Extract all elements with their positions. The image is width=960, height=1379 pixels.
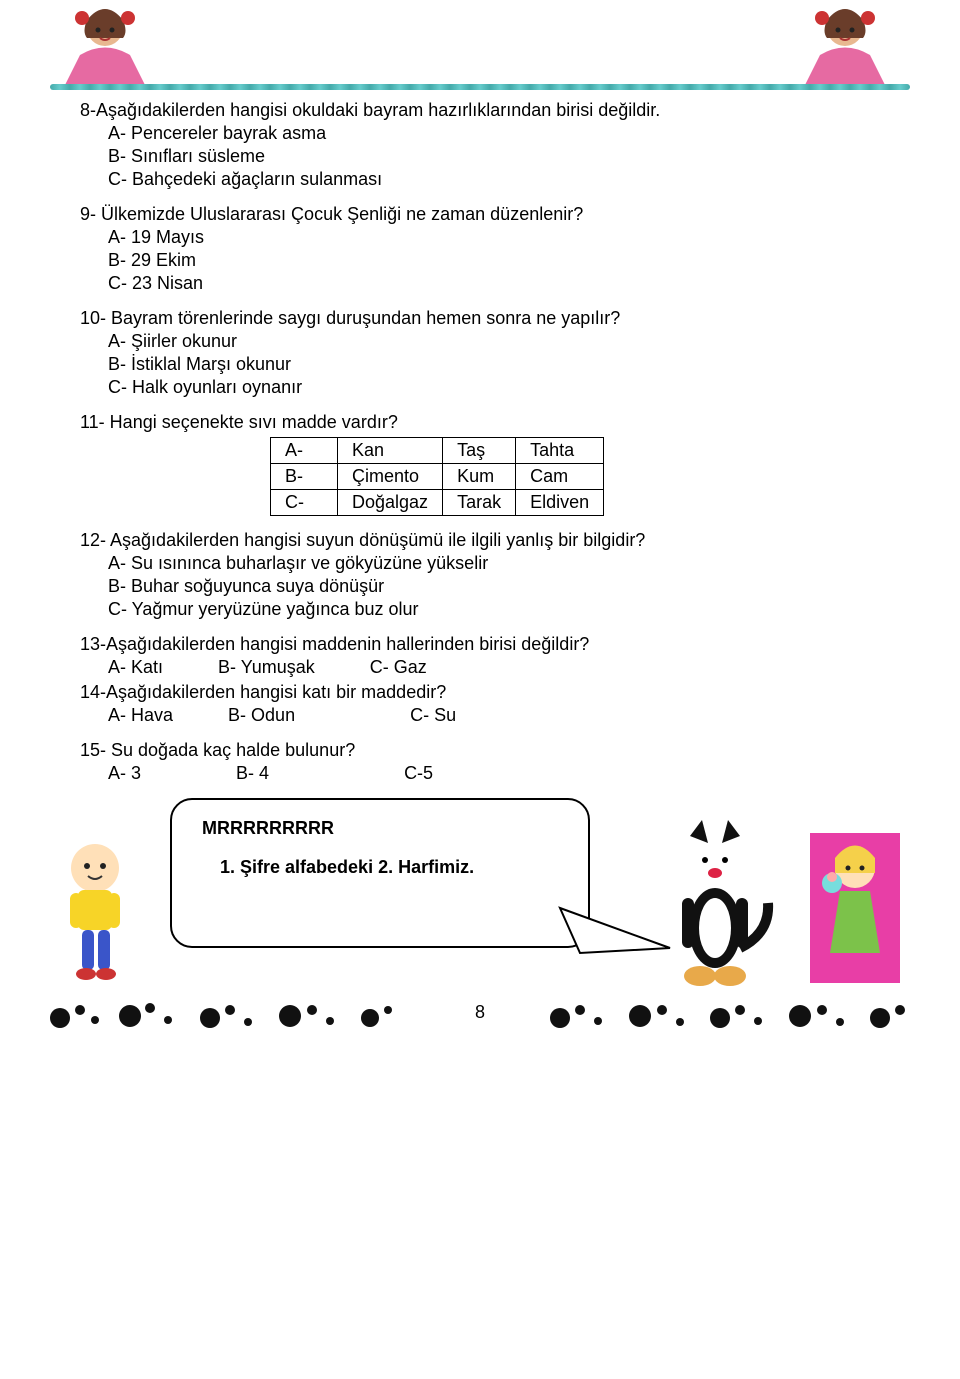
question-12: 12- Aşağıdakilerden hangisi suyun dönüşü… (80, 530, 890, 620)
question-10-option-a: A- Şiirler okunur (108, 331, 890, 352)
cell: B- (271, 464, 338, 490)
question-13-option-b: B- Yumuşak (218, 657, 315, 677)
question-11-text: 11- Hangi seçenekte sıvı madde vardır? (80, 412, 890, 433)
bubble-sound-text: MRRRRRRRRR (202, 818, 570, 839)
bubble-cipher-text: 1. Şifre alfabedeki 2. Harfimiz. (220, 857, 570, 878)
question-8-option-b: B- Sınıfları süsleme (108, 146, 890, 167)
cell: Çimento (338, 464, 443, 490)
header-wave-divider (50, 84, 910, 90)
question-13: 13-Aşağıdakilerden hangisi maddenin hall… (80, 634, 890, 678)
question-15-text: 15- Su doğada kaç halde bulunur? (80, 740, 890, 761)
question-11: 11- Hangi seçenekte sıvı madde vardır? A… (80, 412, 890, 516)
question-15: 15- Su doğada kaç halde bulunur? A- 3 B-… (80, 740, 890, 784)
cell: Kum (443, 464, 516, 490)
question-11-table: A- Kan Taş Tahta B- Çimento Kum Cam C- D… (270, 437, 604, 516)
cell: Kan (338, 438, 443, 464)
question-14-options: A- Hava B- Odun C- Su (108, 705, 890, 726)
speech-bubble-area: MRRRRRRRRR 1. Şifre alfabedeki 2. Harfim… (0, 798, 960, 978)
table-row: A- Kan Taş Tahta (271, 438, 604, 464)
caillou-icon (40, 838, 150, 988)
table-row: B- Çimento Kum Cam (271, 464, 604, 490)
question-8-option-a: A- Pencereler bayrak asma (108, 123, 890, 144)
question-14-text: 14-Aşağıdakilerden hangisi katı bir madd… (80, 682, 890, 703)
question-14-option-a: A- Hava (108, 705, 173, 725)
question-12-option-c: C- Yağmur yeryüzüne yağınca buz olur (108, 599, 890, 620)
question-10-option-c: C- Halk oyunları oynanır (108, 377, 890, 398)
question-8: 8-Aşağıdakilerden hangisi okuldaki bayra… (80, 100, 890, 190)
cell: C- (271, 490, 338, 516)
question-8-text: 8-Aşağıdakilerden hangisi okuldaki bayra… (80, 100, 890, 121)
question-9: 9- Ülkemizde Uluslararası Çocuk Şenliği … (80, 204, 890, 294)
question-9-text: 9- Ülkemizde Uluslararası Çocuk Şenliği … (80, 204, 890, 225)
question-10-text: 10- Bayram törenlerinde saygı duruşundan… (80, 308, 890, 329)
cell: Taş (443, 438, 516, 464)
girl-left-icon (50, 0, 170, 90)
question-15-option-b: B- 4 (236, 763, 269, 783)
question-12-option-a: A- Su ısınınca buharlaşır ve gökyüzüne y… (108, 553, 890, 574)
question-15-option-a: A- 3 (108, 763, 141, 783)
sylvester-cat-icon (650, 818, 780, 988)
cell: A- (271, 438, 338, 464)
worksheet-content: 8-Aşağıdakilerden hangisi okuldaki bayra… (0, 90, 960, 784)
question-8-option-c: C- Bahçedeki ağaçların sulanması (108, 169, 890, 190)
question-12-option-b: B- Buhar soğuyunca suya dönüşür (108, 576, 890, 597)
girl-right-icon (790, 0, 910, 90)
page-number: 8 (475, 1002, 485, 1023)
question-9-option-a: A- 19 Mayıs (108, 227, 890, 248)
question-10-option-b: B- İstiklal Marşı okunur (108, 354, 890, 375)
cell: Eldiven (516, 490, 604, 516)
question-9-option-c: C- 23 Nisan (108, 273, 890, 294)
question-13-option-c: C- Gaz (370, 657, 427, 677)
header-decoration (0, 0, 960, 90)
cell: Cam (516, 464, 604, 490)
question-14: 14-Aşağıdakilerden hangisi katı bir madd… (80, 682, 890, 726)
question-9-option-b: B- 29 Ekim (108, 250, 890, 271)
question-13-text: 13-Aşağıdakilerden hangisi maddenin hall… (80, 634, 890, 655)
cell: Tarak (443, 490, 516, 516)
question-14-option-c: C- Su (410, 705, 456, 725)
cell: Tahta (516, 438, 604, 464)
question-13-options: A- Katı B- Yumuşak C- Gaz (108, 657, 890, 678)
table-row: C- Doğalgaz Tarak Eldiven (271, 490, 604, 516)
question-10: 10- Bayram törenlerinde saygı duruşundan… (80, 308, 890, 398)
cell: Doğalgaz (338, 490, 443, 516)
question-14-option-b: B- Odun (228, 705, 295, 725)
footer-decoration: 8 (0, 988, 960, 1038)
question-15-option-c: C-5 (404, 763, 433, 783)
question-15-options: A- 3 B- 4 C-5 (108, 763, 890, 784)
question-12-text: 12- Aşağıdakilerden hangisi suyun dönüşü… (80, 530, 890, 551)
question-13-option-a: A- Katı (108, 657, 163, 677)
pink-girl-icon (810, 833, 900, 983)
speech-bubble: MRRRRRRRRR 1. Şifre alfabedeki 2. Harfim… (170, 798, 590, 948)
